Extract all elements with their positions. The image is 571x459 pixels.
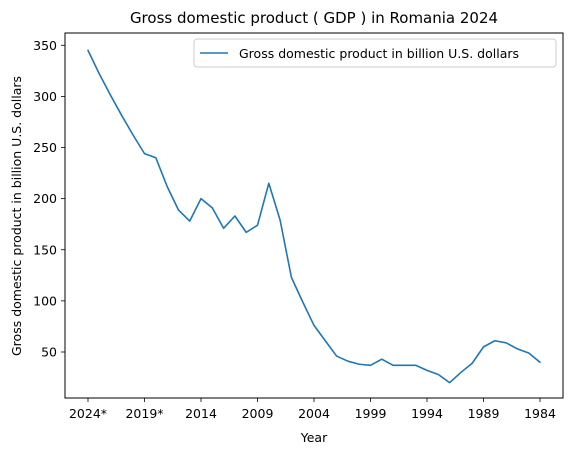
legend: Gross domestic product in billion U.S. d… xyxy=(193,38,557,68)
x-tick-label: 1999 xyxy=(355,406,387,421)
plot-area: 50 100 150 200 250 300 350 2024* 2019* 2014 2009 20… xyxy=(33,38,556,421)
legend-label: Gross domestic product in billion U.S. d… xyxy=(239,46,519,61)
chart-title: Gross domestic product ( GDP ) in Romani… xyxy=(130,9,498,27)
x-tick-label: 2014 xyxy=(185,406,217,421)
y-tick-label: 50 xyxy=(41,344,57,359)
x-tick-label: 1989 xyxy=(468,406,500,421)
x-tick-label: 2024* xyxy=(69,406,107,421)
x-axis-label: Year xyxy=(300,430,328,445)
series-line xyxy=(87,49,541,384)
x-tick-label: 1994 xyxy=(411,406,443,421)
y-tick-label: 150 xyxy=(33,242,57,257)
x-tick-label: 2009 xyxy=(242,406,274,421)
plot-frame xyxy=(64,32,564,399)
x-tick-label: 1984 xyxy=(524,406,556,421)
y-tick-label: 350 xyxy=(33,38,57,53)
legend-box xyxy=(193,38,557,68)
y-tick-label: 300 xyxy=(33,89,57,104)
y-tick-label: 100 xyxy=(33,293,57,308)
x-tick-label: 2004 xyxy=(298,406,330,421)
x-tick-label: 2019* xyxy=(125,406,163,421)
y-tick-label: 200 xyxy=(33,191,57,206)
y-tick-label: 250 xyxy=(33,140,57,155)
y-axis-label: Gross domestic product in billion U.S. d… xyxy=(9,76,24,356)
